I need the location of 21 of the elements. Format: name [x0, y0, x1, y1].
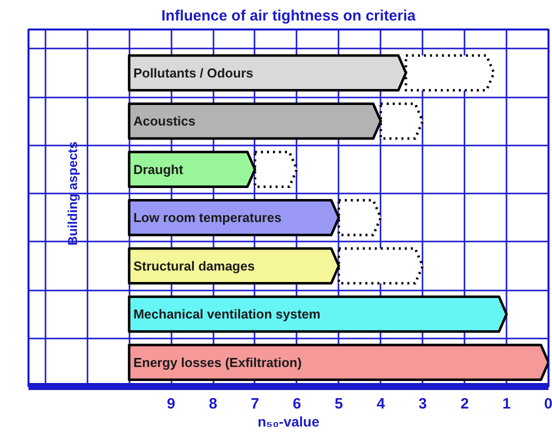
x-axis-title: n₅₀-value: [258, 414, 320, 430]
y-tick-label: Structural damages: [133, 258, 255, 274]
y-tick-label: Pollutants / Odours: [133, 65, 254, 80]
x-tick-label: 7: [250, 396, 260, 412]
x-tick-label: 4: [376, 396, 386, 412]
x-tick-label: 5: [334, 396, 343, 412]
bar: [128, 296, 508, 333]
x-tick-label: 3: [418, 396, 427, 412]
y-tick-label: Energy losses (Exfiltration): [133, 354, 302, 370]
chart-title: Influence of air tightness on criteria: [161, 8, 416, 24]
y-tick-label: Low room temperatures: [133, 210, 282, 226]
y-tick-label: Acoustics: [133, 114, 196, 129]
x-tick-label: 0: [544, 396, 552, 412]
x-tick-label: 6: [292, 396, 302, 412]
x-tick-label: 8: [208, 396, 218, 412]
x-tick-label: 1: [502, 396, 511, 412]
x-tick-label: 9: [166, 396, 176, 412]
y-tick-label: Draught: [133, 162, 184, 177]
x-tick-label: 2: [460, 396, 469, 412]
y-tick-label: Mechanical ventilation system: [133, 306, 320, 322]
annotation: Building aspects: [65, 142, 80, 246]
